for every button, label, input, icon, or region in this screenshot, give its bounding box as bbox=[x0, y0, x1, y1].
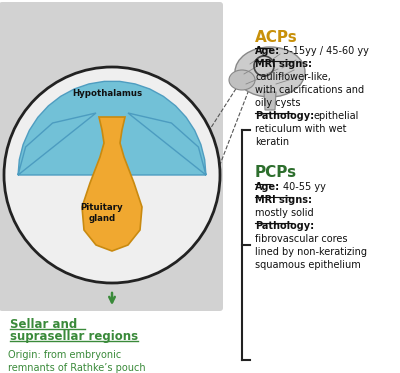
Text: epithelial: epithelial bbox=[313, 111, 358, 121]
Circle shape bbox=[4, 67, 220, 283]
Text: keratin: keratin bbox=[255, 137, 289, 147]
Polygon shape bbox=[82, 117, 142, 251]
Polygon shape bbox=[264, 92, 276, 110]
Text: 40-55 yy: 40-55 yy bbox=[283, 182, 326, 192]
Text: Pathology:: Pathology: bbox=[255, 111, 314, 121]
Text: oily cysts: oily cysts bbox=[255, 98, 300, 108]
Text: with calcifications and: with calcifications and bbox=[255, 85, 364, 95]
Text: ACPs: ACPs bbox=[255, 30, 298, 45]
Text: suprasellar regions: suprasellar regions bbox=[10, 330, 138, 343]
Text: Pituitary
gland: Pituitary gland bbox=[81, 203, 123, 223]
Text: lined by non-keratizing: lined by non-keratizing bbox=[255, 247, 367, 257]
Text: squamous epithelium: squamous epithelium bbox=[255, 260, 361, 270]
Text: MRI signs:: MRI signs: bbox=[255, 59, 312, 69]
Text: Hypothalamus: Hypothalamus bbox=[72, 88, 142, 97]
Text: reticulum with wet: reticulum with wet bbox=[255, 124, 346, 134]
Text: PCPs: PCPs bbox=[255, 165, 297, 180]
Text: cauliflower-like,: cauliflower-like, bbox=[255, 72, 331, 82]
FancyBboxPatch shape bbox=[0, 2, 223, 311]
Text: 5-15yy / 45-60 yy: 5-15yy / 45-60 yy bbox=[283, 46, 369, 56]
Text: fibrovascular cores: fibrovascular cores bbox=[255, 234, 348, 244]
Text: Pathology:: Pathology: bbox=[255, 221, 314, 231]
Text: Age:: Age: bbox=[255, 182, 280, 192]
Text: Origin: from embryonic: Origin: from embryonic bbox=[8, 350, 121, 360]
Text: remnants of Rathke’s pouch: remnants of Rathke’s pouch bbox=[8, 363, 146, 373]
Polygon shape bbox=[18, 81, 206, 175]
Text: mostly solid: mostly solid bbox=[255, 208, 314, 218]
Text: Sellar and: Sellar and bbox=[10, 318, 77, 331]
Text: Age:: Age: bbox=[255, 46, 280, 56]
Text: MRI signs:: MRI signs: bbox=[255, 195, 312, 205]
Ellipse shape bbox=[235, 47, 305, 97]
Ellipse shape bbox=[229, 70, 255, 90]
